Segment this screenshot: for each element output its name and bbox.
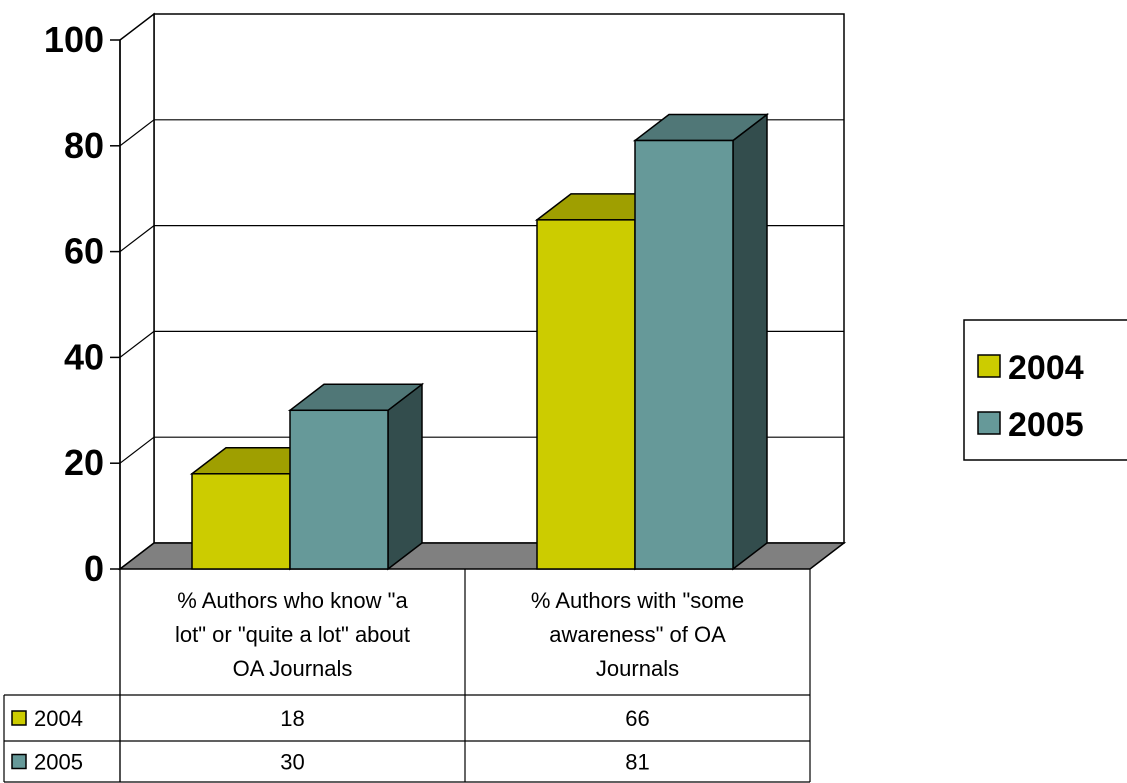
legend-label: 2004: [1008, 349, 1084, 387]
table-legend-key: [11, 710, 27, 726]
x-category-label: % Authors with "some: [531, 588, 744, 613]
x-category-label: % Authors who know "a: [177, 588, 408, 613]
y-tick-label: 100: [44, 19, 104, 60]
table-legend-key: [11, 753, 27, 770]
data-table: % Authors who know "a lot" or "quite a lo…: [3, 569, 811, 783]
legend-key: [977, 411, 1001, 435]
x-category-label: awareness" of OA: [549, 622, 726, 647]
gridline-side: [119, 330, 155, 358]
bar: [289, 409, 389, 570]
gridline-side: [119, 119, 155, 147]
y-tick-label: 80: [64, 125, 104, 166]
legend-key: [977, 354, 1001, 378]
table-cell-value: 81: [625, 750, 649, 775]
table-row-label: 2004: [34, 706, 83, 731]
x-category-label: OA Journals: [233, 656, 353, 681]
gridline-side: [119, 225, 155, 253]
y-tick-label: 20: [64, 442, 104, 483]
y-tick-label: 40: [64, 336, 104, 377]
bar: [536, 219, 636, 570]
table-cell-value: 30: [280, 750, 304, 775]
bar-side: [387, 382, 423, 571]
table-row-label: 2005: [34, 750, 83, 775]
bar: [191, 473, 291, 570]
bar: [634, 139, 734, 570]
legend-label: 2005: [1008, 406, 1084, 444]
y-axis: 0 20 40 60 80 100: [44, 19, 121, 589]
bars: [189, 112, 770, 571]
legend: 2004 2005: [963, 319, 1127, 461]
x-category-label: lot" or "quite a lot" about: [175, 622, 410, 647]
x-category-label: Journals: [596, 656, 679, 681]
y-tick-label: 0: [84, 548, 104, 589]
gridline-side: [119, 436, 155, 464]
table-cell-value: 66: [625, 706, 649, 731]
legend-box: [963, 319, 1127, 461]
side-wall: [119, 12, 155, 571]
table-cell-value: 18: [280, 706, 304, 731]
y-tick-label: 60: [64, 231, 104, 272]
bar-side: [732, 112, 768, 571]
